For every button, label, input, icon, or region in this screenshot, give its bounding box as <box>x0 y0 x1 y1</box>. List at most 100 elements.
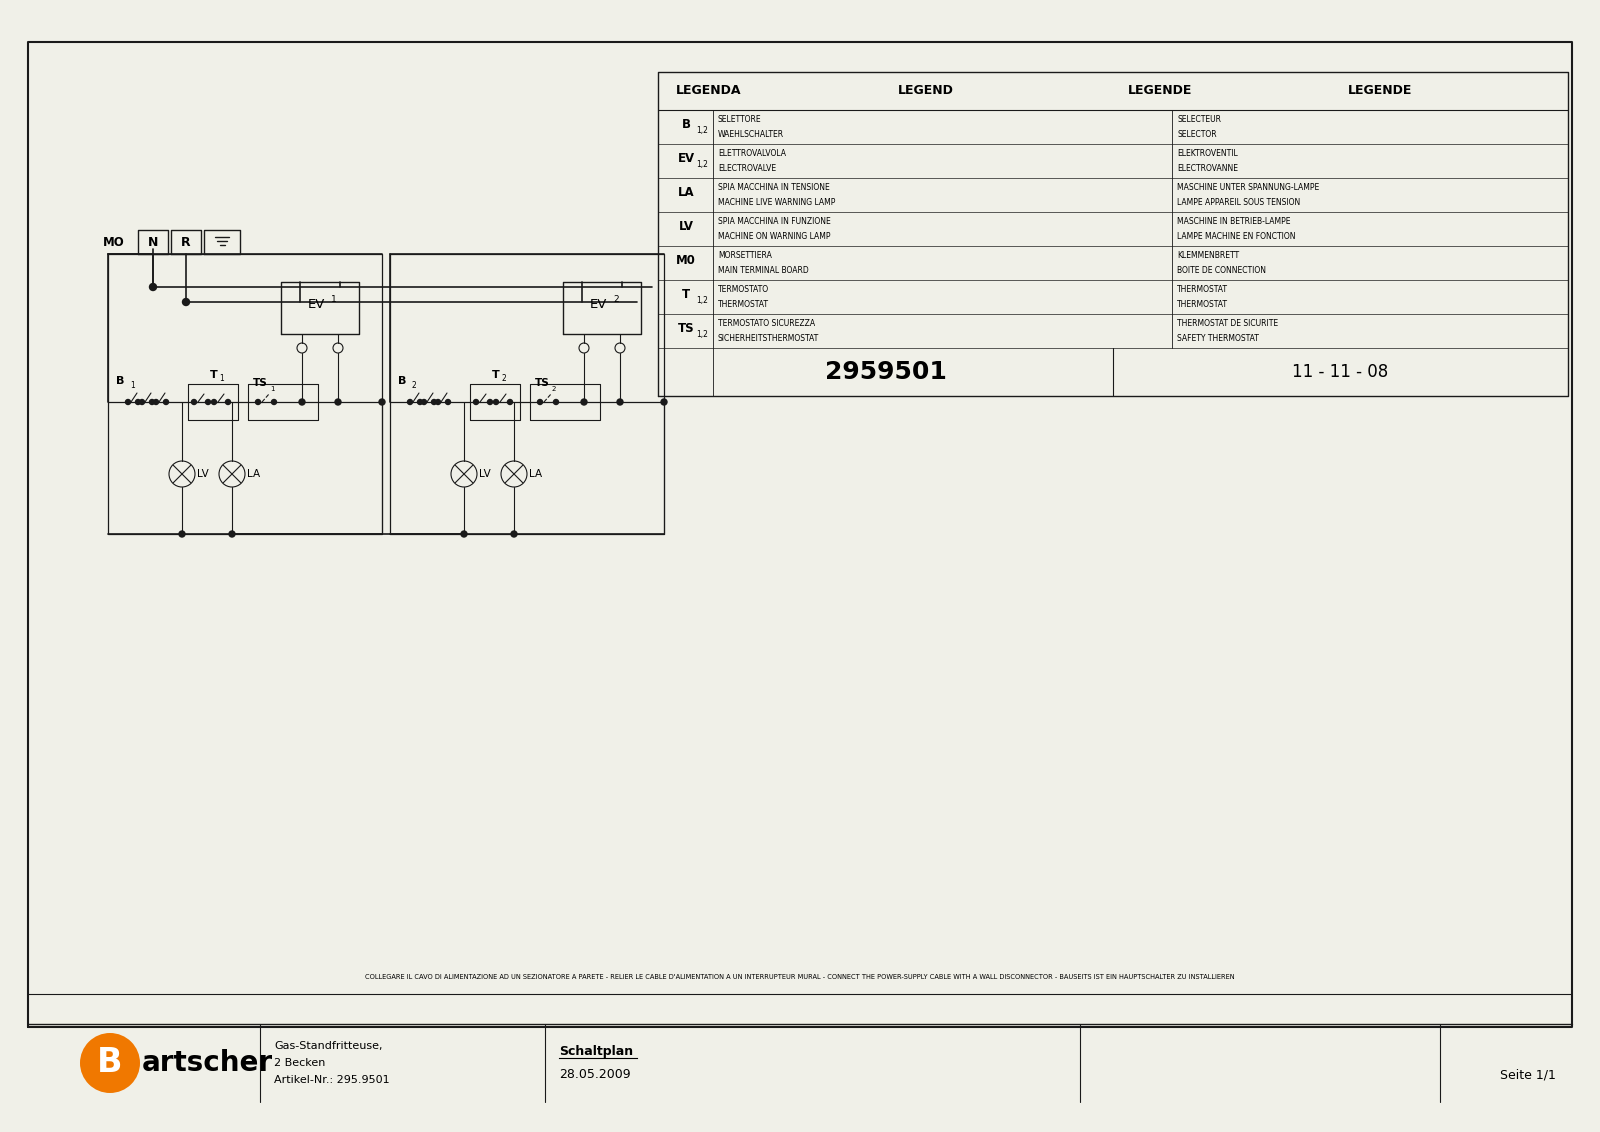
Text: LV: LV <box>197 469 208 479</box>
Text: 2959501: 2959501 <box>824 360 947 384</box>
Text: 2: 2 <box>413 381 416 391</box>
Circle shape <box>538 400 542 404</box>
Text: LEGENDA: LEGENDA <box>675 85 741 97</box>
Text: T: T <box>493 370 499 380</box>
Circle shape <box>219 461 245 487</box>
Text: MACHINE LIVE WARNING LAMP: MACHINE LIVE WARNING LAMP <box>718 198 835 207</box>
Circle shape <box>125 400 131 404</box>
Text: SAFETY THERMOSTAT: SAFETY THERMOSTAT <box>1178 334 1259 343</box>
Text: TS: TS <box>534 378 550 388</box>
Text: COLLEGARE IL CAVO DI ALIMENTAZIONE AD UN SEZIONATORE A PARETE - RELIER LE CABLE : COLLEGARE IL CAVO DI ALIMENTAZIONE AD UN… <box>365 974 1235 980</box>
Circle shape <box>461 531 467 537</box>
Text: 2: 2 <box>552 386 557 392</box>
Text: 2 Becken: 2 Becken <box>274 1058 325 1067</box>
Text: THERMOSTAT: THERMOSTAT <box>1178 285 1229 294</box>
Circle shape <box>661 398 667 405</box>
Text: BOITE DE CONNECTION: BOITE DE CONNECTION <box>1178 266 1266 275</box>
Circle shape <box>139 400 144 404</box>
Circle shape <box>154 400 158 404</box>
Text: LEGENDE: LEGENDE <box>1347 85 1413 97</box>
Text: 11 - 11 - 08: 11 - 11 - 08 <box>1293 363 1389 381</box>
Circle shape <box>501 461 526 487</box>
Text: 1,2: 1,2 <box>696 331 707 340</box>
Text: SPIA MACCHINA IN FUNZIONE: SPIA MACCHINA IN FUNZIONE <box>718 217 830 226</box>
Circle shape <box>408 400 413 404</box>
Text: Seite 1/1: Seite 1/1 <box>1501 1069 1555 1081</box>
Circle shape <box>334 398 341 405</box>
Text: 1: 1 <box>331 294 338 303</box>
Text: THERMOSTAT: THERMOSTAT <box>1178 300 1229 309</box>
Text: TS: TS <box>678 323 694 335</box>
Text: ELETTROVALVOLA: ELETTROVALVOLA <box>718 149 786 158</box>
Text: ELECTROVANNE: ELECTROVANNE <box>1178 164 1238 173</box>
Text: SPIA MACCHINA IN TENSIONE: SPIA MACCHINA IN TENSIONE <box>718 183 830 192</box>
Circle shape <box>581 398 587 405</box>
Circle shape <box>418 400 422 404</box>
Circle shape <box>272 400 277 404</box>
Text: THERMOSTAT DE SICURITE: THERMOSTAT DE SICURITE <box>1178 319 1278 328</box>
Circle shape <box>435 400 440 404</box>
Text: LAMPE MACHINE EN FONCTION: LAMPE MACHINE EN FONCTION <box>1178 232 1296 241</box>
Circle shape <box>451 461 477 487</box>
Text: M0: M0 <box>677 255 696 267</box>
Text: WAEHLSCHALTER: WAEHLSCHALTER <box>718 130 784 139</box>
Text: SELECTEUR: SELECTEUR <box>1178 115 1221 125</box>
Text: ELEKTROVENTIL: ELEKTROVENTIL <box>1178 149 1238 158</box>
Text: KLEMMENBRETT: KLEMMENBRETT <box>1178 251 1240 260</box>
Circle shape <box>474 400 478 404</box>
Circle shape <box>136 400 141 404</box>
Circle shape <box>299 398 306 405</box>
Text: EV: EV <box>677 153 694 165</box>
Text: N: N <box>147 235 158 249</box>
Circle shape <box>226 400 230 404</box>
Circle shape <box>211 400 216 404</box>
Text: T: T <box>682 289 690 301</box>
Circle shape <box>298 343 307 353</box>
Circle shape <box>170 461 195 487</box>
Text: ELECTROVALVE: ELECTROVALVE <box>718 164 776 173</box>
Text: 1: 1 <box>270 386 275 392</box>
Text: artscher: artscher <box>142 1049 274 1077</box>
Text: MAIN TERMINAL BOARD: MAIN TERMINAL BOARD <box>718 266 808 275</box>
Text: Artikel-Nr.: 295.9501: Artikel-Nr.: 295.9501 <box>274 1075 390 1086</box>
Circle shape <box>432 400 437 404</box>
Text: SELETTORE: SELETTORE <box>718 115 762 125</box>
Text: LV: LV <box>478 469 491 479</box>
Text: 28.05.2009: 28.05.2009 <box>558 1069 630 1081</box>
Text: TERMOSTATO SICUREZZA: TERMOSTATO SICUREZZA <box>718 319 814 328</box>
Circle shape <box>618 398 622 405</box>
Circle shape <box>149 283 157 291</box>
Text: TERMOSTATO: TERMOSTATO <box>718 285 770 294</box>
Text: LA: LA <box>246 469 261 479</box>
Circle shape <box>163 400 168 404</box>
Text: R: R <box>181 235 190 249</box>
Text: MASCHINE IN BETRIEB-LAMPE: MASCHINE IN BETRIEB-LAMPE <box>1178 217 1291 226</box>
Text: 1: 1 <box>219 374 224 383</box>
Circle shape <box>507 400 512 404</box>
Text: LEGEND: LEGEND <box>898 85 954 97</box>
Text: LA: LA <box>678 187 694 199</box>
Circle shape <box>614 343 626 353</box>
Text: B: B <box>682 119 691 131</box>
Text: MO: MO <box>104 235 125 249</box>
Text: 1,2: 1,2 <box>696 161 707 170</box>
Circle shape <box>379 398 386 405</box>
Circle shape <box>182 299 189 306</box>
Circle shape <box>179 531 186 537</box>
Text: LA: LA <box>530 469 542 479</box>
Text: 1,2: 1,2 <box>696 127 707 136</box>
Circle shape <box>256 400 261 404</box>
Text: 2: 2 <box>613 294 619 303</box>
Text: 1: 1 <box>130 381 134 391</box>
Circle shape <box>445 400 451 404</box>
Text: TS: TS <box>253 378 267 388</box>
Text: LV: LV <box>678 221 693 233</box>
Circle shape <box>205 400 211 404</box>
Circle shape <box>579 343 589 353</box>
Text: T: T <box>210 370 218 380</box>
Text: 2: 2 <box>502 374 506 383</box>
Text: MACHINE ON WARNING LAMP: MACHINE ON WARNING LAMP <box>718 232 830 241</box>
Text: LEGENDE: LEGENDE <box>1128 85 1192 97</box>
Text: EV: EV <box>589 299 606 311</box>
Text: Gas-Standfritteuse,: Gas-Standfritteuse, <box>274 1040 382 1050</box>
